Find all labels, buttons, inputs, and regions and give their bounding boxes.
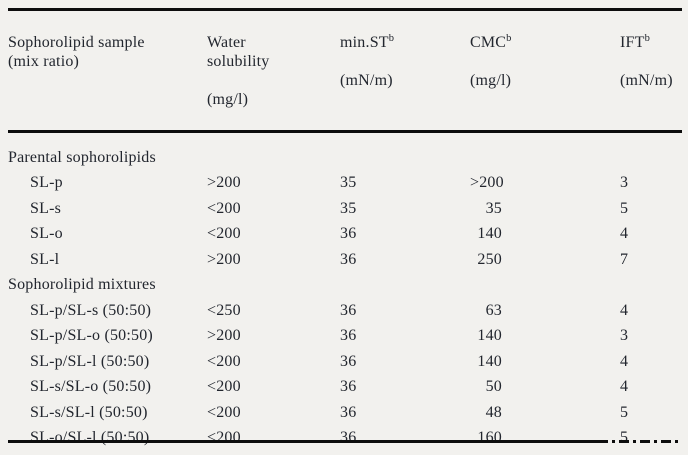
min-st-cell: 36: [340, 250, 357, 268]
col-header-min-st-label: min.ST: [340, 34, 389, 51]
footnote-marker-b: b: [644, 33, 651, 44]
table-rule-bottom-dashes: [598, 440, 682, 443]
water-solubility-cell: <200: [207, 451, 340, 455]
footnote-marker-b: b: [506, 33, 512, 44]
sample-cell: SL-o/SL-l (50:50): [30, 429, 150, 446]
sample-cell: SL-p: [30, 174, 63, 191]
ift-cell: 5: [620, 403, 629, 421]
water-solubility-cell: <200: [207, 403, 241, 421]
min-st-cell: 36: [340, 378, 357, 395]
col-header-cmc-label: CMC: [470, 34, 507, 51]
min-st-cell: 36: [340, 327, 357, 344]
table-row: SL-p/SL-s (50:50) <250 36 63 4: [8, 298, 682, 324]
col-header-ift: IFTb (mN/m): [620, 8, 682, 133]
cmc-cell: 140: [477, 352, 502, 370]
cmc-cell: 50: [485, 378, 502, 395]
water-solubility-cell: <200: [207, 429, 241, 446]
col-header-sample-label: Sophorolipid sample (mix ratio): [8, 34, 145, 70]
water-solubility-cell: >200: [207, 174, 241, 191]
water-solubility-cell: <200: [207, 352, 241, 370]
table-rule-bottom: [8, 440, 598, 443]
col-header-water-solubility: Water solubility (mg/l): [207, 8, 340, 133]
cmc-cell: 140: [477, 225, 502, 242]
col-header-cmc: CMCb (mg/l): [470, 8, 620, 133]
cmc-cell: 250: [477, 250, 502, 268]
min-st-cell: 36: [340, 225, 357, 242]
ift-cell: 3: [620, 174, 629, 191]
water-solubility-cell: <200: [207, 199, 241, 217]
water-solubility-cell: >200: [207, 327, 241, 344]
cmc-cell: 70: [470, 451, 620, 455]
section-title: Sophorolipid mixtures: [8, 276, 156, 293]
min-st-cell: 36: [340, 403, 357, 421]
cmc-cell: 35: [485, 199, 502, 217]
min-st-cell: 36: [340, 451, 470, 455]
table-row: SL-o <200 36 140 4: [8, 222, 682, 248]
col-header-min-st-unit: (mN/m): [340, 72, 393, 89]
sophorolipid-properties-table: Sophorolipid sample (mix ratio) Water so…: [8, 8, 682, 455]
cmc-cell: 63: [485, 301, 502, 319]
table-row: SL-p >200 35 >200 3: [8, 171, 682, 197]
col-header-ift-unit: (mN/m): [620, 72, 673, 89]
col-header-water-label: Water solubility: [207, 34, 270, 70]
ift-cell: 4: [620, 378, 629, 395]
table-row: SL-p/SL-o (50:50) >200 36 140 3: [8, 324, 682, 350]
min-st-cell: 35: [340, 199, 357, 217]
section-header-parental: Parental sophorolipids: [8, 132, 682, 171]
ift-cell: 5: [620, 199, 629, 217]
cmc-cell: 160: [477, 429, 502, 446]
footnote-marker-b: b: [388, 33, 395, 44]
ift-cell: 4: [620, 451, 682, 455]
sample-cell: SL-p/SL-o (50:50): [30, 327, 153, 344]
cmc-cell: >200: [470, 174, 504, 191]
section-header-mixtures: Sophorolipid mixtures: [8, 273, 682, 299]
col-header-cmc-unit: (mg/l): [470, 72, 512, 89]
col-header-min-st: min.STb (mN/m): [340, 8, 470, 133]
table-row: SL-o/SL-l (50:50) <200 36 160 5: [8, 426, 682, 452]
sample-cell: SL-l: [30, 250, 60, 268]
min-st-cell: 36: [340, 429, 357, 446]
min-st-cell: 36: [340, 352, 357, 370]
ift-cell: 4: [620, 301, 629, 319]
table-row: SL-l >200 36 250 7: [8, 247, 682, 273]
sample-cell: SL-p/SL-s (50:50): [30, 301, 152, 319]
ift-cell: 4: [620, 352, 629, 370]
sample-cell: SL-s/SL-o (50:50): [30, 378, 152, 395]
cmc-cell: 48: [485, 403, 502, 421]
ift-cell: 5: [620, 429, 629, 446]
col-header-ift-label: IFT: [620, 34, 645, 51]
col-header-water-unit: (mg/l): [207, 91, 249, 108]
col-header-sample: Sophorolipid sample (mix ratio): [8, 8, 207, 133]
ift-cell: 7: [620, 250, 629, 268]
ift-cell: 4: [620, 225, 629, 242]
cmc-cell: 140: [477, 327, 502, 344]
sample-cell: SL-o: [30, 225, 63, 242]
table-row: SL-s/SL-l (50:50) <200 36 48 5: [8, 400, 682, 426]
ift-cell: 3: [620, 327, 629, 344]
water-solubility-cell: >200: [207, 250, 241, 268]
sample-cell: SL-s: [30, 199, 62, 217]
table-row: SL-s <200 35 35 5: [8, 196, 682, 222]
water-solubility-cell: <200: [207, 378, 241, 395]
header-row: Sophorolipid sample (mix ratio) Water so…: [8, 8, 682, 133]
table-row: SL-p/SL-s/SL-o/SL-l (25:25:25:25) <200 3…: [8, 451, 682, 455]
table-row: SL-s/SL-o (50:50) <200 36 50 4: [8, 375, 682, 401]
water-solubility-cell: <200: [207, 225, 241, 242]
section-title: Parental sophorolipids: [8, 148, 156, 166]
min-st-cell: 35: [340, 174, 357, 191]
sample-cell: SL-p/SL-s/SL-o/SL-l (25:25:25:25): [8, 451, 207, 455]
sample-cell: SL-p/SL-l (50:50): [30, 352, 150, 370]
table-row: SL-p/SL-l (50:50) <200 36 140 4: [8, 349, 682, 375]
water-solubility-cell: <250: [207, 301, 241, 319]
min-st-cell: 36: [340, 301, 357, 319]
sample-cell: SL-s/SL-l (50:50): [30, 403, 148, 421]
